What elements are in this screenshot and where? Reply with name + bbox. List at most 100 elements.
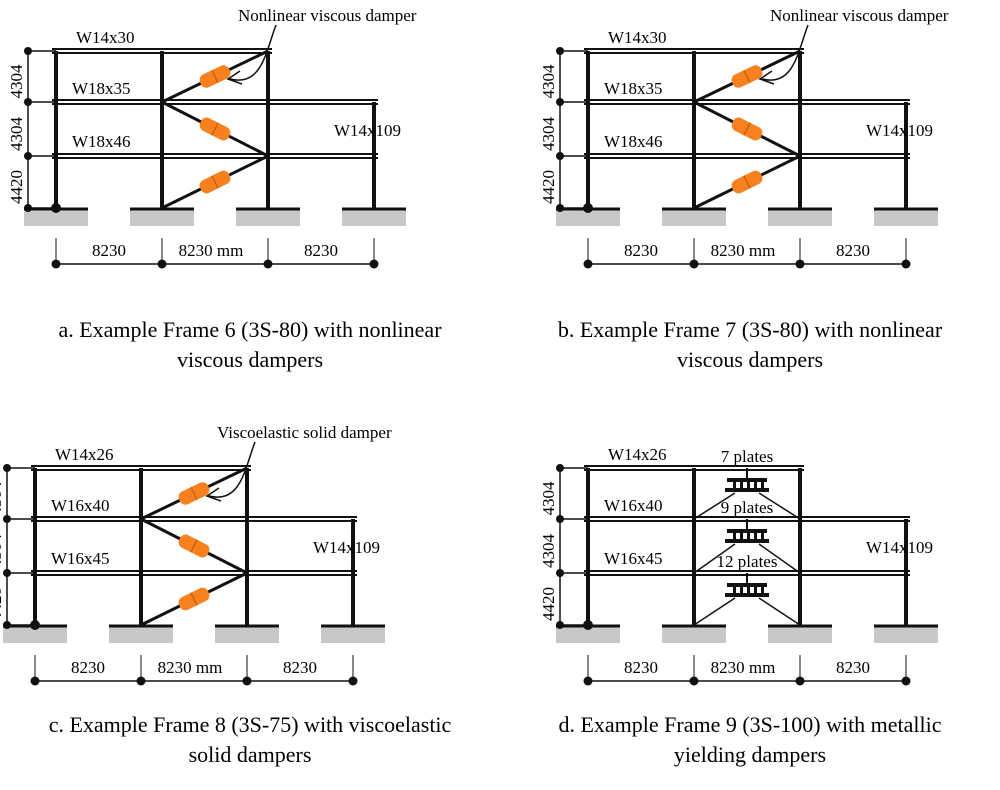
bay-width-label: 8230 [624,241,658,260]
bay-width-label: 8230 [836,241,870,260]
damper-icon [731,117,763,141]
damper-icon [199,65,231,88]
damper-seam [743,175,751,189]
yield-device-bottom [725,539,769,543]
damper-seam [211,122,219,136]
floor1-beam-label: W16x45 [51,549,110,568]
story-height-label: 4420 [539,587,558,621]
ground-pad [3,627,67,643]
damper-icon [199,170,231,194]
damper-seam [190,539,198,553]
yield-plate [754,480,757,489]
brace [693,597,736,626]
bay-width-label: 8230 [71,658,105,677]
damper-seam [743,69,751,84]
plate-count-label: 12 plates [717,552,778,571]
roof-beam-label: W14x26 [55,445,114,464]
story-height-label: 4304 [539,534,558,569]
damper-callout-label: Nonlinear viscous damper [238,6,417,25]
frame-diagram: 4304 4304 4420 8230 8230 mm 8230 W14x30 W18x35 W… [539,6,949,269]
caption-line-1: b. Example Frame 7 (3S-80) with nonlinea… [557,317,943,342]
roof-beam-label: W14x30 [608,28,667,47]
dimension-node [689,676,699,686]
floor1-beam-label: W18x46 [604,132,663,151]
story-height-label: 4304 [539,481,558,516]
dimension-node [157,259,167,269]
frame-diagram: 4304 4304 4420 8230 8230 mm 8230 W14x30 W18x35 W… [7,6,417,269]
plate-count-label: 7 plates [721,447,773,466]
frame-diagram: 4304 4304 4420 8230 8230 mm 8230 W14x26 W16x40 W… [0,423,392,686]
floor2-beam-label: W16x40 [604,496,663,515]
figure-caption: a. Example Frame 6 (3S-80) with nonlinea… [0,315,500,375]
brace [758,543,801,574]
bay-width-label: 8230 mm [711,241,776,260]
ground-pad [215,627,279,643]
dimension-node [583,676,593,686]
ground-pad [321,627,385,643]
bay-width-label: 8230 [92,241,126,260]
base-node [51,203,61,213]
ground-pad [874,210,938,226]
brace [758,597,801,626]
dimension-node [901,676,911,686]
damper-icon [731,170,763,194]
yield-plate [747,531,750,540]
ground-pad [768,210,832,226]
damper-callout-label: Nonlinear viscous damper [770,6,949,25]
ground-pad [768,627,832,643]
story-height-label: 4304 [0,534,5,569]
brace [693,543,736,574]
ground-pad [556,627,620,643]
story-height-label: 4420 [539,170,558,204]
damper-icon [199,117,231,141]
caption-line-1: c. Example Frame 8 (3S-75) with viscoela… [48,712,452,737]
bay-width-label: 8230 mm [158,658,223,677]
bay-width-label: 8230 [304,241,338,260]
frame-diagram: 4304 4304 4420 8230 8230 mm 8230 W14x26 W16x40 W… [539,445,938,686]
ground-pad [556,210,620,226]
frame-panel-7: 4304 4304 4420 8230 8230 mm 8230 W14x30 W18x35 W… [500,0,1000,395]
dimension-node [136,676,146,686]
floor1-beam-label: W16x45 [604,549,663,568]
yield-plate [761,480,764,489]
damper-icon [731,65,763,88]
dimension-node [242,676,252,686]
damper-icon [178,534,210,558]
frame-panel-9: 4304 4304 4420 8230 8230 mm 8230 W14x26 W16x40 W… [500,395,1000,790]
yield-plate [754,531,757,540]
caption-line-1: d. Example Frame 9 (3S-100) with metalli… [558,712,942,737]
story-height-label: 4304 [539,117,558,152]
yield-plate [740,585,743,594]
callout-leader [229,24,277,81]
story-height-label: 4304 [0,481,5,516]
brace [693,492,736,520]
dimension-node [348,676,358,686]
story-height-label: 4304 [539,64,558,99]
caption-line-2: viscous dampers [676,347,824,372]
roof-beam-label: W14x30 [76,28,135,47]
story-height-label: 4304 [7,117,26,152]
dimension-node [583,259,593,269]
column-section-label: W14x109 [313,538,380,557]
dimension-node [901,259,911,269]
dimension-node [689,259,699,269]
base-node [583,620,593,630]
ground-pad [342,210,406,226]
yield-plate [740,480,743,489]
brace [758,492,801,520]
damper-seam [743,122,751,136]
yield-plate [733,480,736,489]
callout-leader [761,24,809,81]
ground-pad [130,210,194,226]
callout-arrowhead [226,70,243,85]
yield-plate [761,585,764,594]
bay-width-label: 8230 mm [179,241,244,260]
ground-pad [874,627,938,643]
yield-plate [747,585,750,594]
damper-icon [178,587,210,611]
yield-device-bottom [725,488,769,492]
figure-caption: b. Example Frame 7 (3S-80) with nonlinea… [500,315,1000,375]
yield-plate [754,585,757,594]
callout-arrowhead [205,487,222,502]
ground-pad [236,210,300,226]
